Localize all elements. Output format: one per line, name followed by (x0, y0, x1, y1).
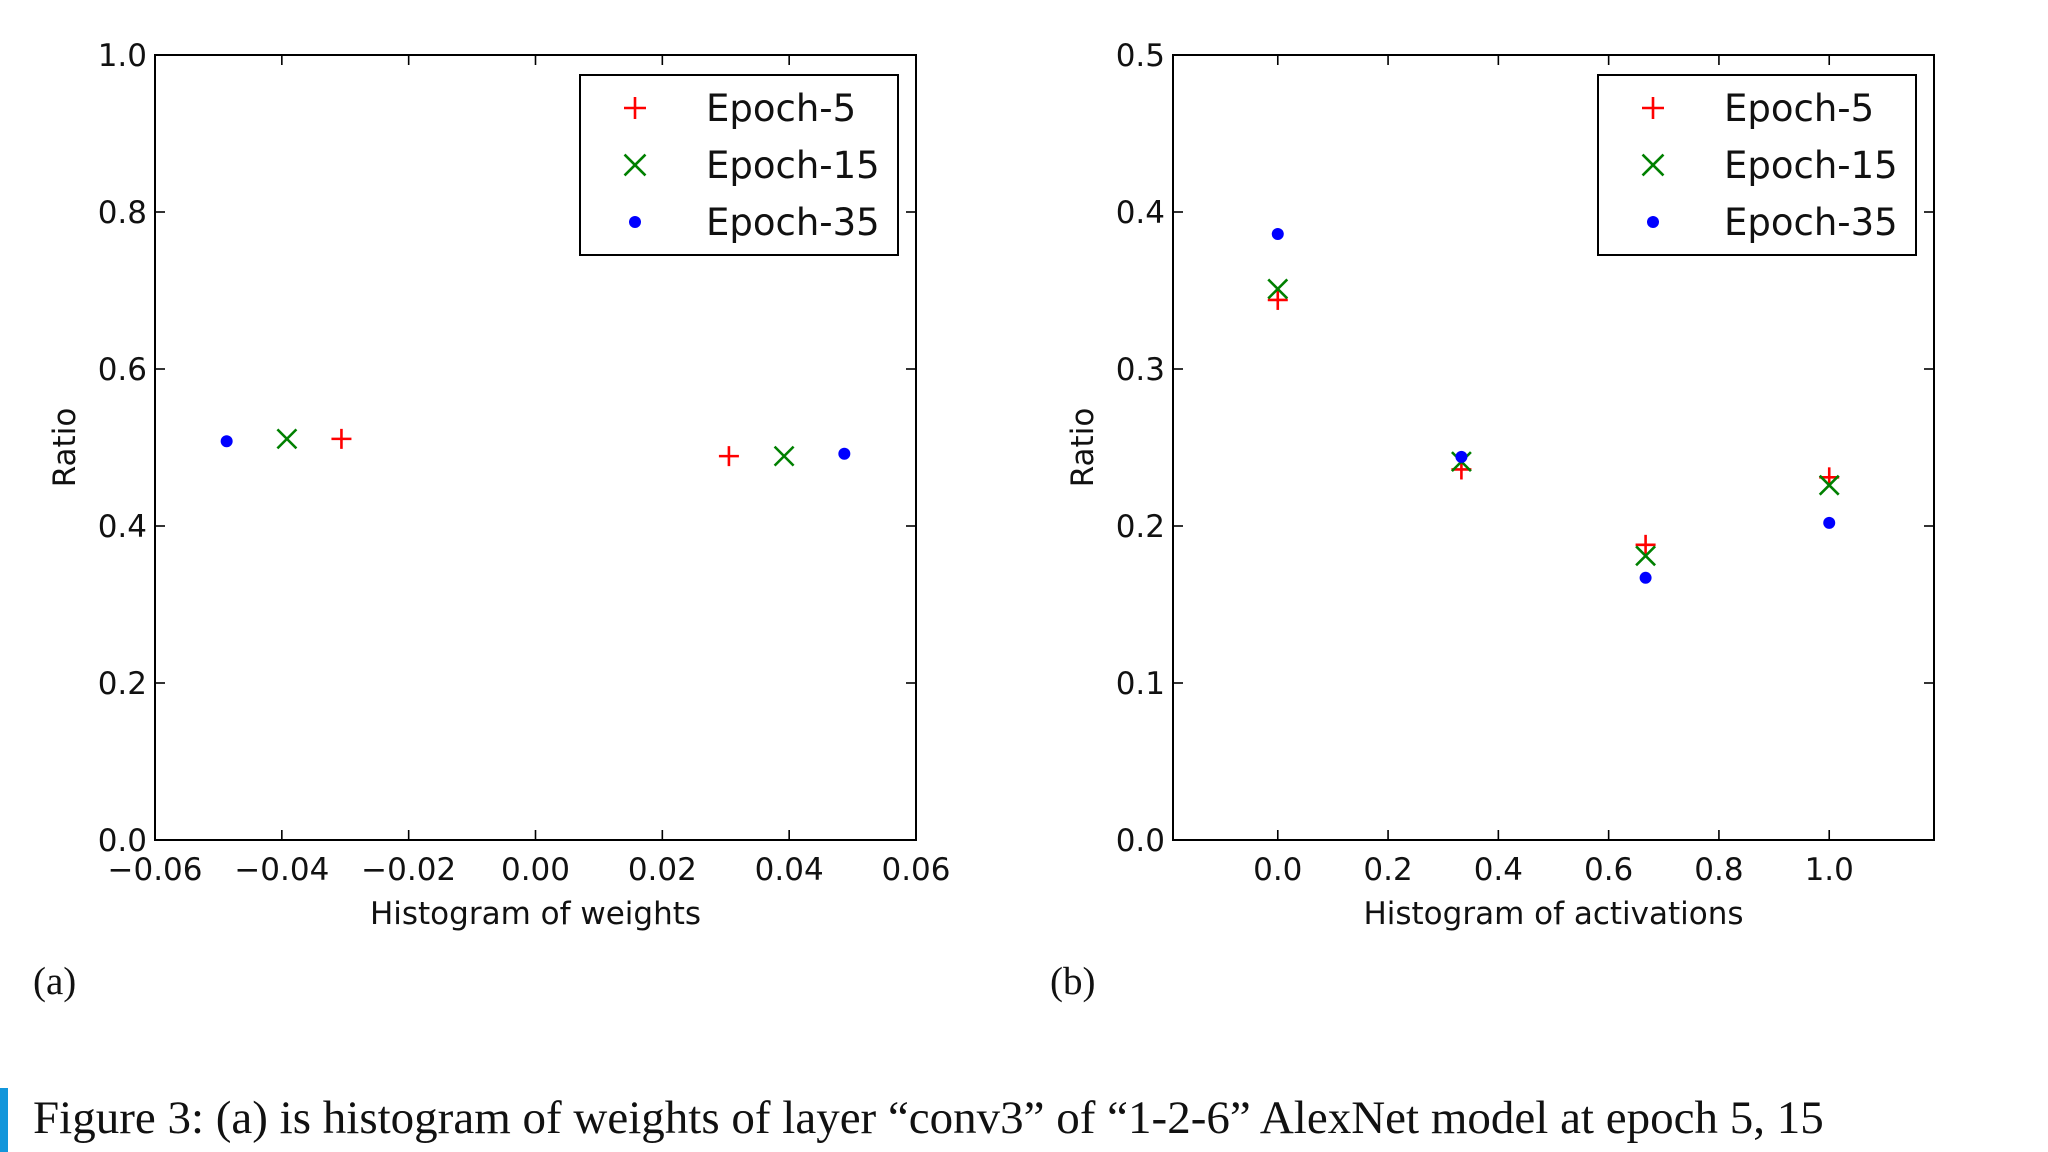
chart-panel-b: 0.0 0.1 0.2 0.3 0.4 0.5 0.0 0.2 0.4 0.6 0.8 1.0 Hist… (1065, 38, 1935, 932)
data-point-epoch-35-a (838, 447, 851, 460)
data-point-epoch-15-a (276, 428, 298, 450)
legend-b: Epoch-5 Epoch-15 Epoch-35 (1597, 74, 1917, 256)
x-tick-label-a: −0.02 (361, 852, 456, 888)
legend-marker-epoch-5-b (1642, 97, 1664, 119)
legend-marker-epoch-5-a (624, 97, 646, 119)
panel-label-b: (b) (1050, 960, 1096, 1003)
x-axis-label-b: Histogram of activations (1363, 896, 1743, 932)
x-tick-label-b: 0.2 (1363, 852, 1412, 888)
y-tick-label-b: 0.3 (1116, 352, 1165, 388)
legend-label-epoch-35-a: Epoch-35 (706, 201, 880, 244)
data-point-epoch-15-a (773, 445, 795, 467)
y-tick-label-a: 0.2 (98, 666, 147, 702)
data-point-epoch-35-b (1271, 227, 1284, 240)
y-tick-label-a: 0.4 (98, 509, 147, 545)
data-point-epoch-5-b (1635, 534, 1656, 555)
panel-label-a: (a) (33, 960, 77, 1003)
chart-panel-a: 0.0 0.2 0.4 0.6 0.8 1.0 −0.06 −0.04 −0.02 0.00 0.0… (47, 38, 951, 932)
x-tick-label-b: 0.4 (1474, 852, 1523, 888)
caption-accent-bar (0, 1088, 8, 1152)
x-axis-label-a: Histogram of weights (370, 896, 701, 932)
data-point-epoch-35-a (220, 435, 233, 448)
legend-label-epoch-35-b: Epoch-35 (1724, 201, 1898, 244)
x-tick-label-a: −0.06 (108, 852, 203, 888)
y-tick-label-b: 0.0 (1116, 823, 1165, 859)
y-tick-label-b: 0.2 (1116, 509, 1165, 545)
data-point-epoch-5-b (1267, 289, 1288, 310)
data-point-epoch-35-b (1823, 516, 1836, 529)
x-tick-label-a: 0.00 (501, 852, 570, 888)
legend-label-epoch-5-b: Epoch-5 (1724, 87, 1874, 130)
x-tick-label-b: 0.0 (1253, 852, 1302, 888)
data-point-epoch-5-a (331, 428, 352, 449)
figure-caption: Figure 3: (a) is histogram of weights of… (33, 1092, 1824, 1144)
y-axis-label-a: Ratio (47, 408, 83, 488)
x-tick-label-a: 0.02 (628, 852, 697, 888)
data-point-epoch-35-b (1639, 571, 1652, 584)
x-tick-label-a: −0.04 (234, 852, 329, 888)
legend-a: Epoch-5 Epoch-15 Epoch-35 (579, 74, 899, 256)
data-point-epoch-35-b (1455, 450, 1468, 463)
y-axis-label-b: Ratio (1065, 408, 1101, 488)
x-tick-label-a: 0.06 (881, 852, 950, 888)
y-tick-label-a: 0.8 (98, 195, 147, 231)
legend-marker-epoch-15-a (623, 153, 647, 177)
data-point-epoch-15-b (1818, 474, 1840, 496)
x-tick-label-b: 0.8 (1694, 852, 1743, 888)
y-tick-label-a: 1.0 (98, 38, 147, 74)
y-tick-label-a: 0.6 (98, 352, 147, 388)
y-tick-label-a: 0.0 (98, 823, 147, 859)
x-tick-label-b: 1.0 (1805, 852, 1854, 888)
legend-label-epoch-5-a: Epoch-5 (706, 87, 856, 130)
data-point-epoch-15-b (1635, 545, 1657, 567)
data-point-epoch-15-b (1267, 278, 1289, 300)
data-point-epoch-5-a (718, 446, 739, 467)
x-tick-label-b: 0.6 (1584, 852, 1633, 888)
y-tick-label-b: 0.5 (1116, 38, 1165, 74)
legend-marker-epoch-35-a (629, 216, 641, 228)
x-tick-label-a: 0.04 (755, 852, 824, 888)
y-tick-label-b: 0.4 (1116, 195, 1165, 231)
legend-marker-epoch-15-b (1641, 153, 1665, 177)
legend-marker-epoch-35-b (1647, 216, 1659, 228)
legend-label-epoch-15-a: Epoch-15 (706, 144, 880, 187)
y-tick-label-b: 0.1 (1116, 666, 1165, 702)
legend-label-epoch-15-b: Epoch-15 (1724, 144, 1898, 187)
plot-frame-b (1172, 54, 1935, 841)
